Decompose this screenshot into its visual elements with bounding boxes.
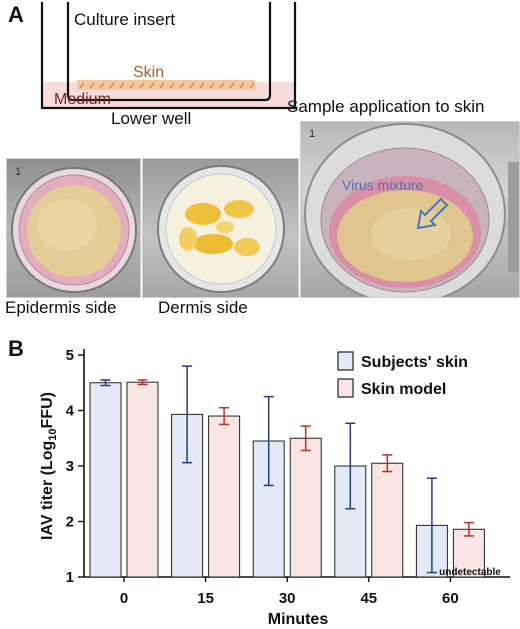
bar — [289, 437, 322, 578]
lower-well-outline — [40, 2, 297, 110]
bar — [89, 382, 122, 578]
panel-a-letter: A — [8, 2, 24, 27]
well-number-application: 1 — [309, 128, 315, 140]
lower-well-label: Lower well — [111, 109, 192, 128]
caption-epidermis: Epidermis side — [5, 298, 117, 317]
medium-label: Medium — [54, 91, 111, 108]
culture-insert-outline — [66, 2, 272, 102]
bar — [208, 415, 241, 578]
bar — [126, 381, 159, 578]
photo-sample-application: 1 Virus mixture — [300, 121, 520, 298]
x-tick-label: 30 — [279, 590, 296, 607]
legend-label: Skin model — [361, 381, 446, 398]
y-axis-label: IAV titer (Log10FFU) — [39, 392, 59, 540]
skin-layer — [77, 80, 255, 90]
culture-insert-label: Culture insert — [74, 10, 175, 29]
y-tick-label: 2 — [66, 514, 74, 531]
skin-label: Skin — [133, 64, 164, 81]
virus-arrow-icon — [416, 197, 449, 230]
svg-text:IAV titer (Log10FFU): IAV titer (Log10FFU) — [39, 392, 59, 540]
culture-insert-schematic: Culture insert Skin Medium — [40, 2, 297, 110]
x-tick-label: 45 — [360, 590, 377, 607]
x-tick-label: 15 — [197, 590, 214, 607]
caption-dermis: Dermis side — [158, 298, 248, 317]
y-tick-label: 4 — [66, 403, 75, 420]
y-tick-label: 5 — [66, 347, 74, 364]
skin-texture — [79, 82, 255, 89]
x-axis-label: Minutes — [268, 611, 329, 628]
photo-dermis-side — [142, 158, 299, 298]
panel-b-letter: B — [8, 336, 24, 361]
y-tick-label: 1 — [66, 569, 74, 586]
legend-label: Subjects' skin — [361, 354, 468, 371]
x-tick-label: 0 — [120, 590, 128, 607]
y-tick-label: 3 — [66, 458, 74, 475]
application-title: Sample application to skin — [287, 97, 485, 116]
well-number-1: 1 — [15, 166, 21, 178]
legend-swatch — [337, 351, 354, 371]
x-tick-label: 60 — [442, 590, 459, 607]
iav-titer-bar-chart: IAV titer (Log10FFU) 1234501530456090Sub… — [39, 347, 510, 628]
undetectable-note: undetectable — [439, 567, 501, 578]
legend-swatch — [337, 378, 354, 398]
photo-epidermis-side: 1 — [6, 158, 141, 298]
bar — [371, 462, 404, 578]
virus-mixture-label: Virus mixture — [342, 177, 424, 193]
